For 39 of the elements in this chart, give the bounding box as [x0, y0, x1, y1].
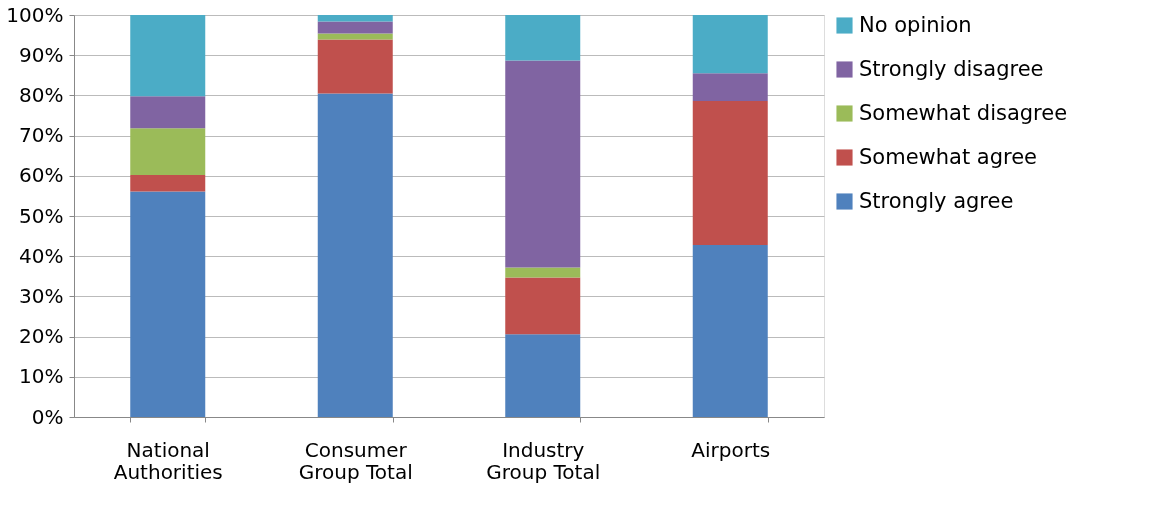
y-tick-label: 40%	[19, 243, 64, 268]
legend-label: Strongly agree	[859, 188, 1014, 213]
y-tick-label: 30%	[19, 283, 64, 308]
y-tick-label: 10%	[19, 364, 64, 389]
bar	[317, 39, 393, 94]
bar	[505, 60, 581, 268]
legend-label: Somewhat disagree	[859, 100, 1068, 125]
bar	[505, 15, 581, 61]
bar	[692, 73, 768, 102]
y-tick-label: 60%	[19, 163, 64, 188]
bar	[505, 334, 581, 417]
legend-label: Somewhat agree	[859, 144, 1038, 169]
y-tick-label: 0%	[31, 404, 64, 429]
bar	[692, 101, 768, 245]
bar	[317, 21, 393, 34]
legend-label: Strongly disagree	[859, 56, 1044, 81]
bar	[130, 96, 206, 129]
legend-label: No opinion	[859, 12, 972, 37]
y-tick-label: 50%	[19, 203, 64, 228]
bar	[130, 175, 206, 192]
bar	[317, 15, 393, 22]
bar	[692, 244, 768, 417]
x-tick-label: Industry Group Total	[486, 437, 601, 484]
bar	[505, 267, 581, 278]
bar	[130, 191, 206, 417]
x-tick-label: National Authorities	[113, 437, 223, 484]
x-tick-label: Airports	[691, 437, 771, 462]
bar	[317, 93, 393, 417]
y-tick-label: 90%	[19, 42, 64, 67]
y-tick-label: 100%	[6, 2, 64, 27]
bar	[317, 33, 393, 40]
y-tick-label: 20%	[19, 324, 64, 349]
bar	[130, 15, 206, 97]
x-tick-label: Consumer Group Total	[298, 437, 413, 484]
bar	[692, 15, 768, 74]
bar	[505, 277, 581, 335]
y-tick-label: 80%	[19, 82, 64, 107]
bar	[130, 128, 206, 175]
y-tick-label: 70%	[19, 123, 64, 148]
